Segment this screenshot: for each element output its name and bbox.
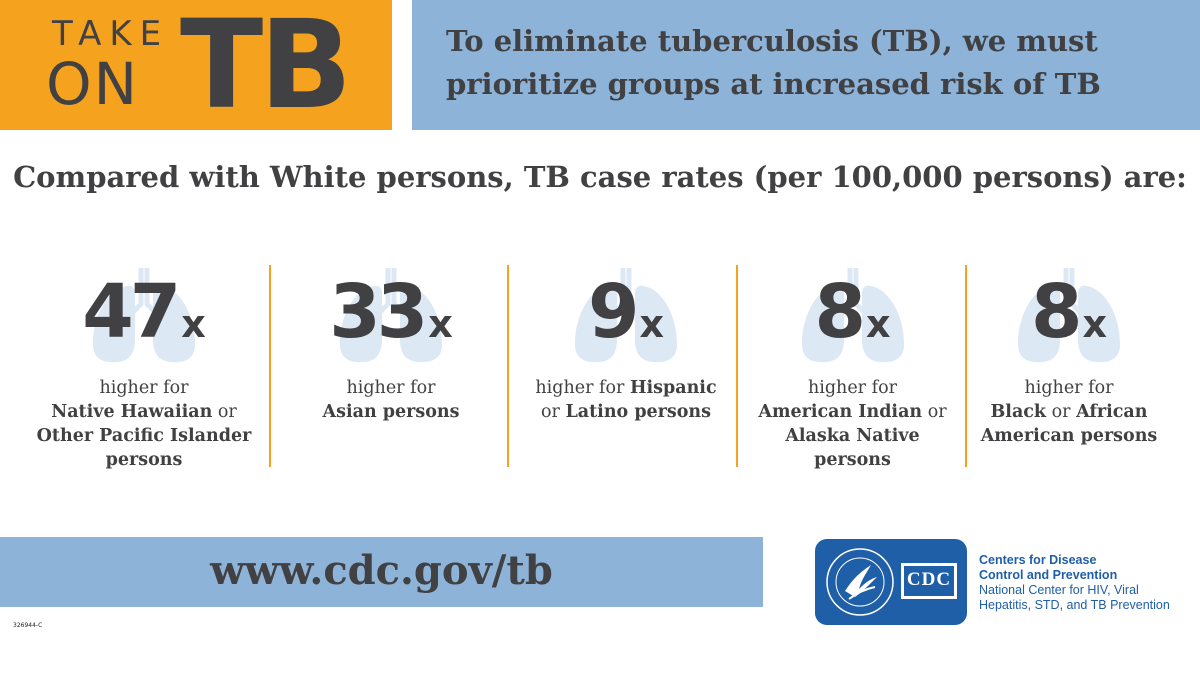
stat-asian: 33 x higher for Asian persons — [282, 262, 500, 472]
headline-text: To eliminate tuberculosis (TB), we must … — [446, 24, 1101, 101]
stat-description: higher for Hispanic or Latino persons — [535, 378, 717, 422]
document-code: 326944-C — [13, 622, 43, 629]
cdc-badge-text: CDC — [906, 569, 952, 590]
lungs-icon — [1018, 268, 1120, 363]
cdc-logo: CDC — [815, 539, 967, 625]
lungs-icon — [93, 268, 195, 363]
logo-on-text: ON — [46, 50, 140, 118]
divider — [507, 265, 509, 467]
stat-value: 47 x — [82, 269, 206, 355]
logo-take-text: TAKE — [52, 14, 170, 54]
cdc-org-text: Centers for Disease Control and Preventi… — [979, 553, 1189, 613]
lungs-icon — [340, 268, 442, 363]
divider — [965, 265, 967, 467]
take-on-tb-logo: TAKE ON TB — [0, 0, 392, 130]
stat-value: 33 x — [329, 269, 453, 355]
cdc-name-line1: Centers for Disease — [979, 553, 1097, 567]
headline-banner: To eliminate tuberculosis (TB), we must … — [412, 0, 1200, 130]
hhs-eagle-icon — [826, 548, 957, 616]
url-banner: www.cdc.gov/tb — [0, 537, 763, 607]
stat-description: higher for Black or African American per… — [980, 378, 1158, 446]
cdc-center-line1: National Center for HIV, Viral — [979, 583, 1139, 597]
stat-native-hawaiian: 47 x higher for Native Hawaiian or Other … — [30, 262, 258, 472]
divider — [736, 265, 738, 467]
cdc-name-line2: Control and Prevention — [979, 568, 1118, 582]
lungs-icon — [575, 268, 677, 363]
stat-description: higher for Asian persons — [322, 378, 460, 422]
divider — [269, 265, 271, 467]
logo-tb-text: TB — [180, 0, 352, 136]
stat-description: higher for American Indian or Alaska Nat… — [758, 378, 947, 470]
cdc-url-link[interactable]: www.cdc.gov/tb — [210, 547, 553, 594]
stat-description: higher for Native Hawaiian or Other Paci… — [36, 378, 252, 470]
lungs-icon — [801, 268, 904, 363]
comparison-title: Compared with White persons, TB case rat… — [13, 160, 1187, 194]
cdc-center-line2: Hepatitis, STD, and TB Prevention — [979, 598, 1170, 612]
